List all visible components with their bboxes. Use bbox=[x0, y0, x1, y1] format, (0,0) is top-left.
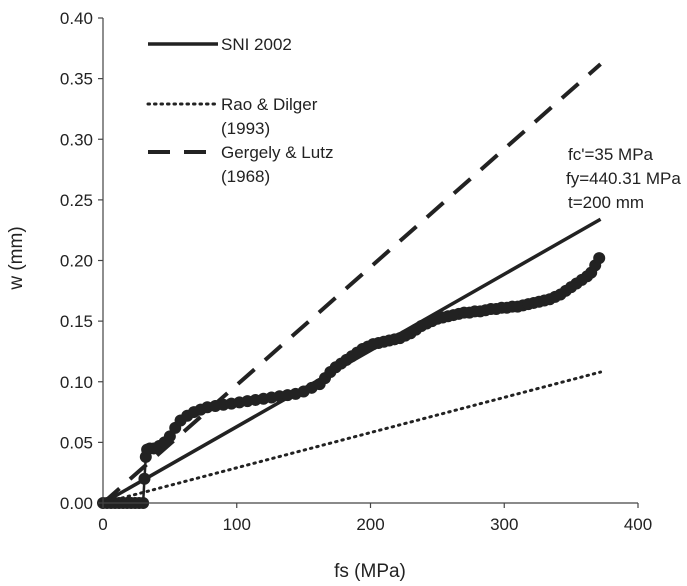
experimental-point bbox=[138, 472, 151, 485]
y-tick-label: 0.15 bbox=[60, 312, 93, 331]
x-tick-label: 100 bbox=[223, 515, 251, 534]
legend: SNI 2002 Rao & Dilger (1993) Gergely & Lutz… bbox=[146, 35, 333, 186]
x-tick-label: 300 bbox=[490, 515, 518, 534]
experimental-point bbox=[593, 252, 606, 265]
y-tick-label: 0.00 bbox=[60, 494, 93, 513]
legend-label-gergely-lutz-1968: (1968) bbox=[221, 167, 270, 186]
x-tick-label: 200 bbox=[356, 515, 384, 534]
legend-label-gergely-lutz-1968: Gergely & Lutz bbox=[221, 143, 333, 162]
y-tick-label: 0.20 bbox=[60, 252, 93, 271]
y-tick-label: 0.10 bbox=[60, 373, 93, 392]
y-tick-label: 0.30 bbox=[60, 130, 93, 149]
y-tick-label: 0.40 bbox=[60, 9, 93, 28]
annotation-line: fy=440.31 MPa bbox=[566, 169, 681, 188]
parameters-annotation: fc'=35 MPa fy=440.31 MPa t=200 mm bbox=[566, 145, 681, 212]
legend-label-rao-dilger-1993: (1993) bbox=[221, 119, 270, 138]
experimental-line bbox=[103, 257, 601, 505]
annotation-line: t=200 mm bbox=[568, 193, 644, 212]
ticks: 0 100 200 300 400 0.00 0.05 0.10 0.15 0.20 0.25 0.3… bbox=[60, 9, 652, 534]
y-axis-title: w (mm) bbox=[6, 226, 27, 290]
rao-dilger-1993-line bbox=[101, 370, 603, 505]
gergely-lutz-1968-line bbox=[101, 62, 602, 505]
x-axis-title: fs (MPa) bbox=[334, 561, 406, 582]
x-tick-label: 400 bbox=[624, 515, 652, 534]
y-tick-label: 0.25 bbox=[60, 191, 93, 210]
chart-marks bbox=[97, 62, 606, 509]
legend-label-rao-dilger-1993: Rao & Dilger bbox=[221, 95, 318, 114]
y-tick-label: 0.35 bbox=[60, 70, 93, 89]
y-tick-label: 0.05 bbox=[60, 433, 93, 452]
annotation-line: fc'=35 MPa bbox=[568, 145, 654, 164]
legend-label-sni-2002: SNI 2002 bbox=[221, 35, 292, 54]
x-tick-label: 0 bbox=[98, 515, 107, 534]
